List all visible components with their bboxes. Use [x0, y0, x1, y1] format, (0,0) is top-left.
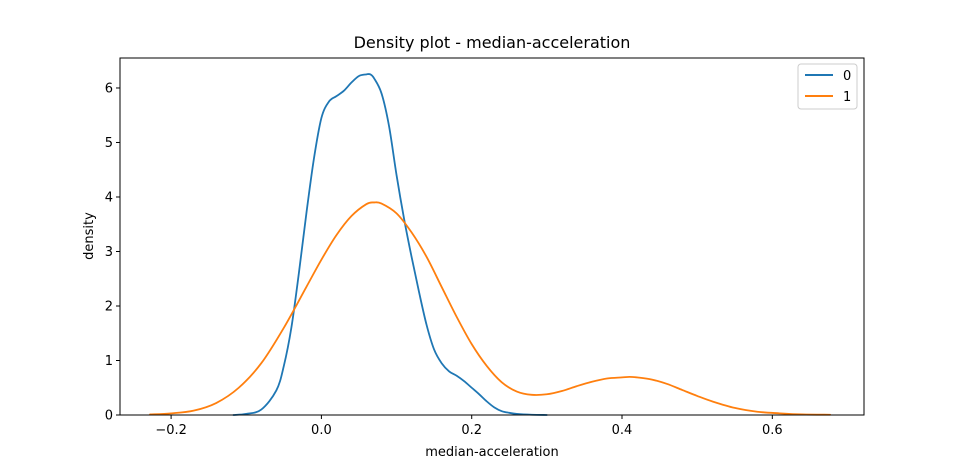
legend: 0 1 — [797, 63, 858, 110]
y-axis-label: density — [82, 212, 97, 260]
x-tick-label: 0.2 — [461, 423, 482, 438]
x-tick-label: 0.4 — [612, 423, 633, 438]
x-tick-label: 0.0 — [311, 423, 332, 438]
x-axis: −0.2 0.0 0.2 0.4 0.6 — [155, 415, 783, 438]
series-line-0 — [232, 73, 548, 416]
plot-frame — [119, 57, 865, 416]
y-tick-label: 3 — [105, 245, 113, 260]
legend-label-1: 1 — [843, 90, 851, 105]
series-line-1 — [149, 201, 832, 416]
x-tick-label: −0.2 — [155, 423, 187, 438]
y-tick-label: 0 — [105, 409, 113, 424]
y-axis: 0 1 2 3 4 5 6 — [105, 81, 120, 424]
y-tick-label: 1 — [105, 354, 113, 369]
chart-title: Density plot - median-acceleration — [354, 33, 631, 52]
y-tick-label: 6 — [105, 81, 113, 96]
plot-lines — [149, 73, 832, 416]
legend-label-0: 0 — [843, 69, 851, 84]
y-tick-label: 4 — [105, 190, 113, 205]
x-axis-label: median-acceleration — [425, 445, 559, 460]
x-tick-label: 0.6 — [762, 423, 783, 438]
y-tick-label: 2 — [105, 299, 113, 314]
y-tick-label: 5 — [105, 136, 113, 151]
